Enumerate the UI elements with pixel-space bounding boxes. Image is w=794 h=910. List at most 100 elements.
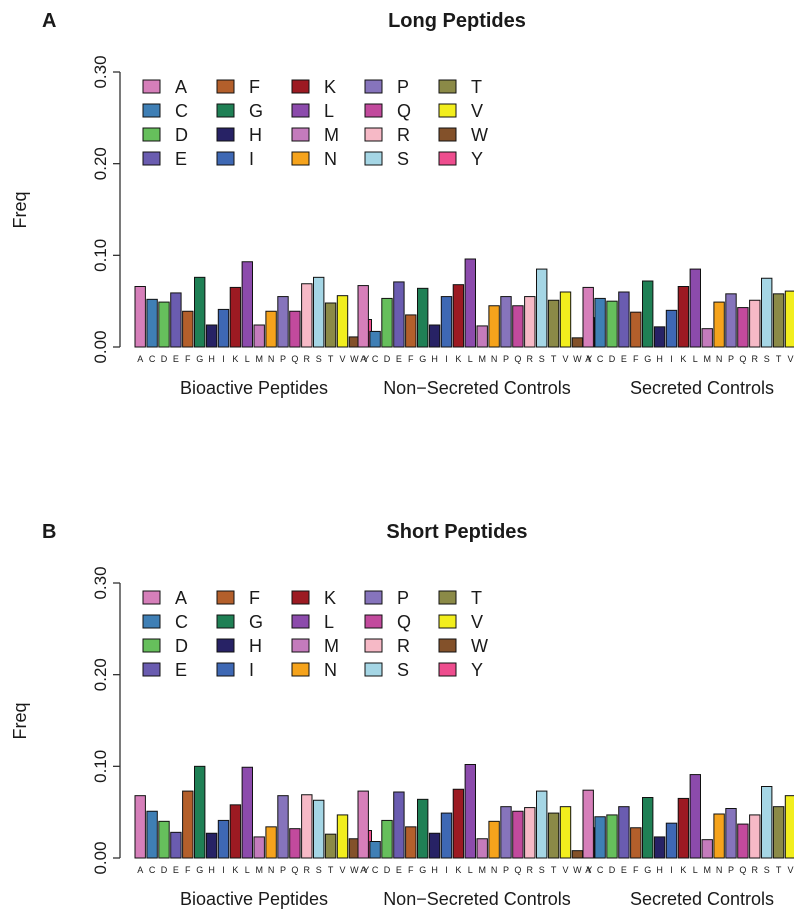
- legend-label: H: [249, 125, 262, 145]
- group-label: Secreted Controls: [630, 378, 774, 398]
- legend-label: K: [324, 588, 336, 608]
- bar-a: [582, 286, 594, 348]
- bar-m: [476, 325, 488, 348]
- legend-label: W: [471, 125, 488, 145]
- x-tick-label: T: [776, 354, 782, 364]
- x-tick-label: Q: [291, 865, 298, 875]
- x-tick-label: N: [491, 865, 498, 875]
- bar-a: [134, 286, 146, 348]
- x-tick-label: F: [185, 865, 191, 875]
- x-tick-label: D: [161, 354, 168, 364]
- bar-n: [488, 820, 500, 859]
- x-tick-label: H: [656, 865, 663, 875]
- x-tick-label: P: [503, 354, 509, 364]
- x-tick-label: M: [478, 354, 486, 364]
- bar-g: [417, 287, 429, 348]
- x-tick-label: V: [787, 865, 793, 875]
- bar-s: [761, 277, 773, 348]
- bar-r: [749, 814, 761, 859]
- x-tick-label: Q: [739, 354, 746, 364]
- legend-label: E: [175, 660, 187, 680]
- legend-swatch-m: [291, 127, 310, 142]
- legend-swatch-f: [216, 79, 235, 94]
- bar-n: [713, 813, 725, 859]
- legend-swatch-k: [291, 79, 310, 94]
- y-tick-label: 0.20: [91, 147, 110, 180]
- x-tick-label: K: [455, 865, 461, 875]
- bar-n: [488, 305, 500, 348]
- bar-v: [559, 291, 572, 348]
- bar-n: [265, 826, 277, 859]
- bar-n: [265, 310, 277, 348]
- bar-p: [277, 795, 289, 859]
- x-tick-label: V: [787, 354, 793, 364]
- x-tick-label: S: [316, 865, 322, 875]
- x-tick-label: F: [408, 354, 414, 364]
- bar-v: [336, 814, 349, 859]
- x-tick-label: S: [764, 865, 770, 875]
- x-tick-label: N: [268, 354, 275, 364]
- bar-s: [313, 276, 325, 348]
- x-tick-label: H: [208, 354, 215, 364]
- x-tick-label: D: [609, 865, 616, 875]
- x-tick-label: G: [644, 354, 651, 364]
- x-tick-label: A: [360, 865, 366, 875]
- x-tick-label: F: [633, 354, 639, 364]
- bar-e: [393, 791, 405, 859]
- x-tick-label: V: [562, 354, 568, 364]
- legend-swatch-n: [291, 662, 310, 677]
- bar-v: [784, 290, 794, 348]
- x-tick-label: F: [408, 865, 414, 875]
- bar-h: [428, 832, 441, 859]
- x-tick-label: Q: [514, 865, 521, 875]
- x-tick-label: A: [360, 354, 366, 364]
- bar-h: [653, 836, 666, 859]
- x-tick-label: R: [304, 865, 311, 875]
- x-tick-label: C: [597, 354, 604, 364]
- x-tick-label: A: [137, 354, 143, 364]
- x-tick-label: Q: [291, 354, 298, 364]
- x-tick-label: I: [670, 354, 673, 364]
- group-label: Bioactive Peptides: [180, 378, 328, 398]
- bar-w: [571, 850, 584, 859]
- legend-label: P: [397, 77, 409, 97]
- y-tick-label: 0.00: [91, 330, 110, 363]
- legend-swatch-p: [364, 590, 383, 605]
- bar-r: [524, 296, 536, 348]
- x-tick-label: M: [478, 865, 486, 875]
- legend-swatch-q: [364, 103, 383, 118]
- bar-r: [749, 299, 761, 348]
- x-tick-label: H: [208, 865, 215, 875]
- x-tick-label: T: [328, 354, 334, 364]
- legend-swatch-v: [438, 103, 457, 118]
- x-tick-label: H: [656, 354, 663, 364]
- bar-q: [289, 828, 301, 859]
- x-tick-label: G: [419, 865, 426, 875]
- x-tick-label: I: [222, 865, 225, 875]
- x-tick-label: N: [268, 865, 275, 875]
- legend-swatch-h: [216, 638, 235, 653]
- x-tick-label: P: [280, 865, 286, 875]
- bar-p: [725, 293, 737, 348]
- x-tick-label: K: [232, 865, 238, 875]
- x-tick-label: W: [350, 865, 359, 875]
- bar-d: [606, 300, 618, 348]
- x-tick-label: L: [245, 865, 250, 875]
- legend-swatch-g: [216, 103, 235, 118]
- legend-swatch-a: [142, 590, 161, 605]
- x-tick-label: E: [173, 865, 179, 875]
- bar-e: [170, 831, 182, 859]
- bar-t: [324, 833, 337, 859]
- legend-label: I: [249, 660, 254, 680]
- legend-label: H: [249, 636, 262, 656]
- x-tick-label: E: [396, 354, 402, 364]
- y-tick-label: 0.10: [91, 750, 110, 783]
- bar-m: [701, 328, 713, 348]
- legend-swatch-m: [291, 638, 310, 653]
- legend-label: C: [175, 101, 188, 121]
